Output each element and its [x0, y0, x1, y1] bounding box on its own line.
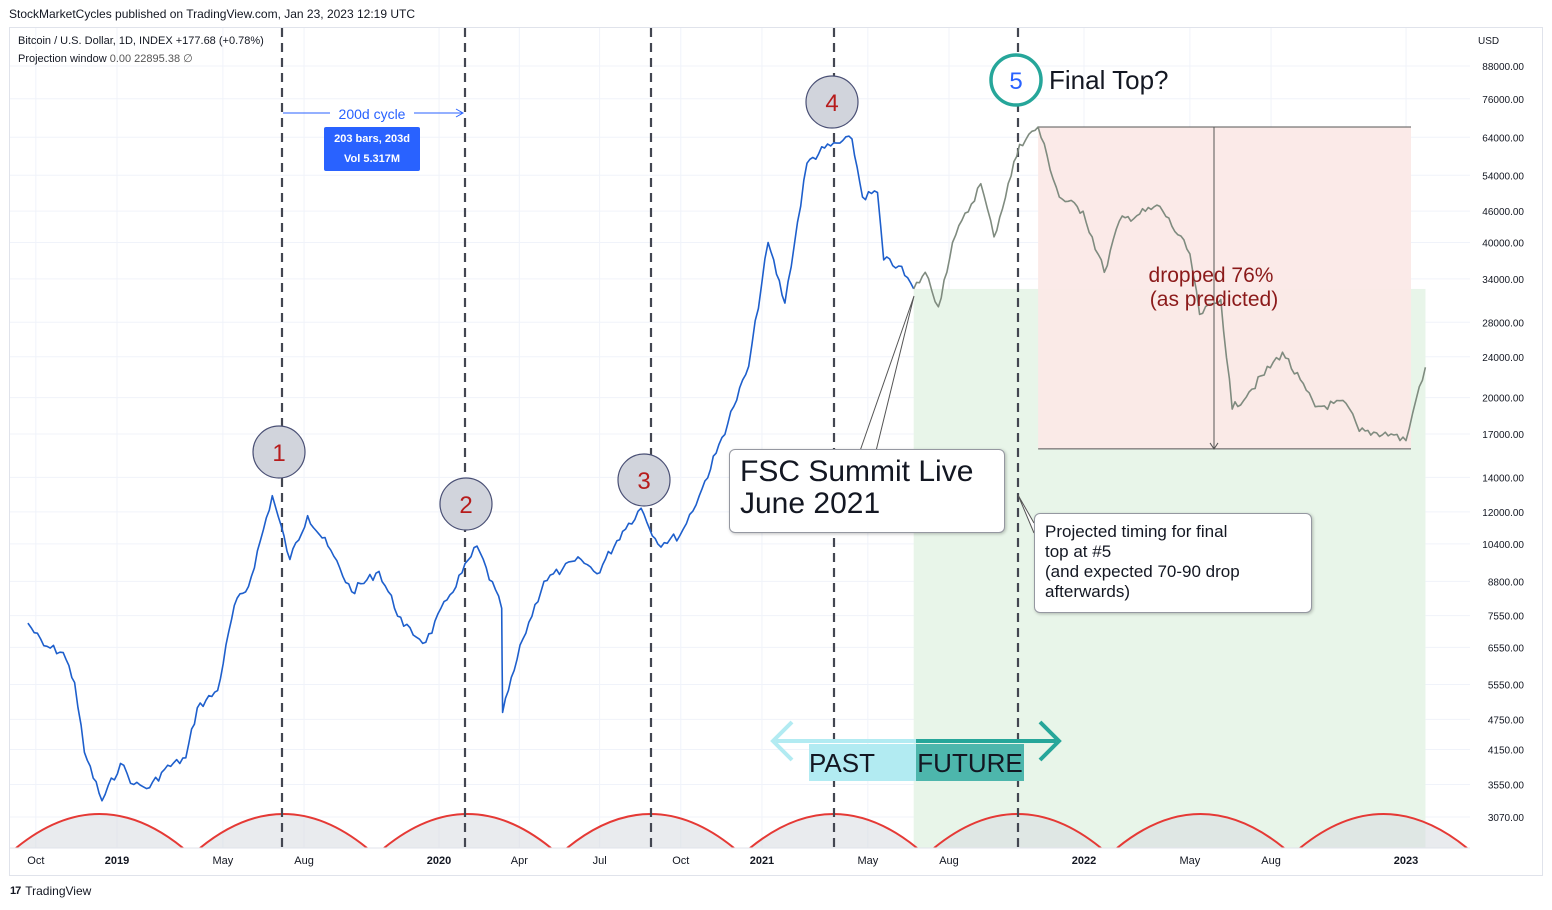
x-tick-label: Oct [672, 855, 689, 867]
past-label: PAST [809, 748, 875, 778]
series-layer [27, 126, 1427, 802]
x-tick-label: May [857, 855, 878, 867]
y-tick-label: 3550.00 [1488, 780, 1525, 791]
x-tick-label: Jul [593, 855, 607, 867]
y-tick-label: 54000.00 [1482, 171, 1524, 182]
chart-frame [9, 27, 1543, 876]
measure-vol: Vol 5.317M [343, 153, 401, 165]
projection-callout-pointer [1017, 494, 1035, 534]
y-tick-label: 12000.00 [1482, 508, 1524, 519]
x-tick-label: Aug [939, 855, 959, 867]
y-tick-label: 17000.00 [1482, 430, 1524, 441]
y-tick-label: 5550.00 [1488, 680, 1525, 691]
price-line [27, 135, 915, 802]
legend-projection-label: Projection window [18, 53, 107, 65]
fsc-callout-line2: June 2021 [740, 487, 881, 520]
projection-callout-line1: Projected timing for final [1045, 522, 1228, 541]
final-top-text: Final Top? [1049, 65, 1169, 95]
x-tick-label: May [212, 855, 233, 867]
publisher-line: StockMarketCycles published on TradingVi… [9, 7, 415, 21]
cycle-marker-4-label: 4 [825, 90, 838, 117]
footer-brand: TradingView [25, 884, 92, 898]
y-tick-label: 40000.00 [1482, 238, 1524, 249]
y-tick-label: 76000.00 [1482, 95, 1524, 106]
x-tick-label: 2023 [1394, 855, 1418, 867]
x-tick-label: 2020 [427, 855, 451, 867]
cycle-marker-1-label: 1 [272, 440, 285, 467]
cycle-arc [1299, 813, 1468, 848]
future-box [916, 744, 1024, 781]
x-tick-label: 2022 [1072, 855, 1096, 867]
y-axis: 88000.00 76000.00 64000.00 54000.00 46000.00… [1482, 62, 1524, 824]
fsc-callout[interactable]: FSC Summit Live June 2021 [729, 449, 1005, 533]
legend-projection-values: 0.00 22895.38 ∅ [109, 53, 193, 65]
drop-text-line2: (as predicted) [1150, 288, 1278, 311]
y-tick-label: 4150.00 [1488, 746, 1525, 757]
legend-symbol: Bitcoin / U.S. Dollar, 1D, INDEX [18, 35, 173, 47]
cycle-marker-5[interactable] [989, 53, 1043, 107]
y-tick-label: 28000.00 [1482, 318, 1524, 329]
y-tick-label: 46000.00 [1482, 207, 1524, 218]
cycle-arc [199, 813, 368, 848]
measure-arrowhead [455, 108, 465, 118]
y-tick-label: 10400.00 [1482, 540, 1524, 551]
cycle-arc [15, 813, 184, 848]
x-tick-label: 2019 [105, 855, 129, 867]
footer: 17 TradingView [10, 884, 91, 898]
y-tick-label: 64000.00 [1482, 133, 1524, 144]
x-axis: Oct 2019 May Aug 2020 Apr Jul Oct 2021 May Aug 2022… [10, 847, 1470, 867]
cycle-marker-2[interactable] [439, 477, 493, 531]
drop-text-line1: dropped 76% [1149, 264, 1274, 287]
past-arrowhead [770, 720, 794, 762]
legend-symbol-row: Bitcoin / U.S. Dollar, 1D, INDEX +177.68… [18, 35, 264, 47]
projection-callout[interactable]: Projected timing for final top at #5 (an… [1034, 513, 1312, 613]
projection-callout-line4: afterwards) [1045, 582, 1131, 601]
y-tick-label: 88000.00 [1482, 62, 1524, 73]
legend-change: +177.68 (+0.78%) [175, 35, 264, 47]
cycle-marker-4[interactable] [805, 75, 859, 129]
projection-callout-line2: top at #5 [1045, 542, 1112, 561]
x-tick-label: Apr [511, 855, 528, 867]
y-tick-label: 14000.00 [1482, 473, 1524, 484]
future-arrowhead [1038, 720, 1062, 762]
projection-line [912, 126, 1427, 442]
cycle-marker-5-label: 5 [1009, 68, 1022, 95]
y-tick-label: 3070.00 [1488, 813, 1525, 824]
cycle-arc [1116, 813, 1285, 848]
cycle-marker-1[interactable] [252, 425, 306, 479]
x-tick-label: Aug [294, 855, 314, 867]
x-tick-label: 2021 [750, 855, 774, 867]
y-tick-label: 34000.00 [1482, 275, 1524, 286]
x-tick-label: May [1179, 855, 1200, 867]
future-label: FUTURE [917, 748, 1022, 778]
fsc-callout-pointer [859, 295, 915, 452]
cycle-marker-3[interactable] [617, 453, 671, 507]
projection-callout-line3: (and expected 70-90 drop [1045, 562, 1240, 581]
cycle-arc [383, 813, 552, 848]
fsc-callout-line1: FSC Summit Live [740, 455, 974, 488]
legend-projection-row: Projection window 0.00 22895.38 ∅ [18, 52, 193, 65]
cycle-marker-2-label: 2 [459, 492, 472, 519]
past-box [809, 744, 916, 781]
measure-label-bg [330, 105, 414, 122]
measure-bars: 203 bars, 203d [334, 133, 410, 145]
measure-infobox: 203 bars, 203d Vol 5.317M [324, 127, 420, 171]
drop-zone [1038, 127, 1411, 449]
y-tick-label: 20000.00 [1482, 394, 1524, 405]
y-tick-label: 24000.00 [1482, 353, 1524, 364]
y-tick-label: 6550.00 [1488, 643, 1525, 654]
measure-label: 200d cycle [339, 106, 406, 122]
cycle-marker-3-label: 3 [637, 468, 650, 495]
x-tick-label: Oct [27, 855, 44, 867]
tradingview-logo-icon: 17 [10, 885, 21, 897]
y-tick-label: 4750.00 [1488, 715, 1525, 726]
drop-arrowhead [1209, 442, 1219, 450]
currency-label: USD [1478, 36, 1499, 47]
y-tick-label: 7550.00 [1488, 612, 1525, 623]
x-tick-label: Aug [1261, 855, 1281, 867]
y-tick-label: 8800.00 [1488, 577, 1525, 588]
